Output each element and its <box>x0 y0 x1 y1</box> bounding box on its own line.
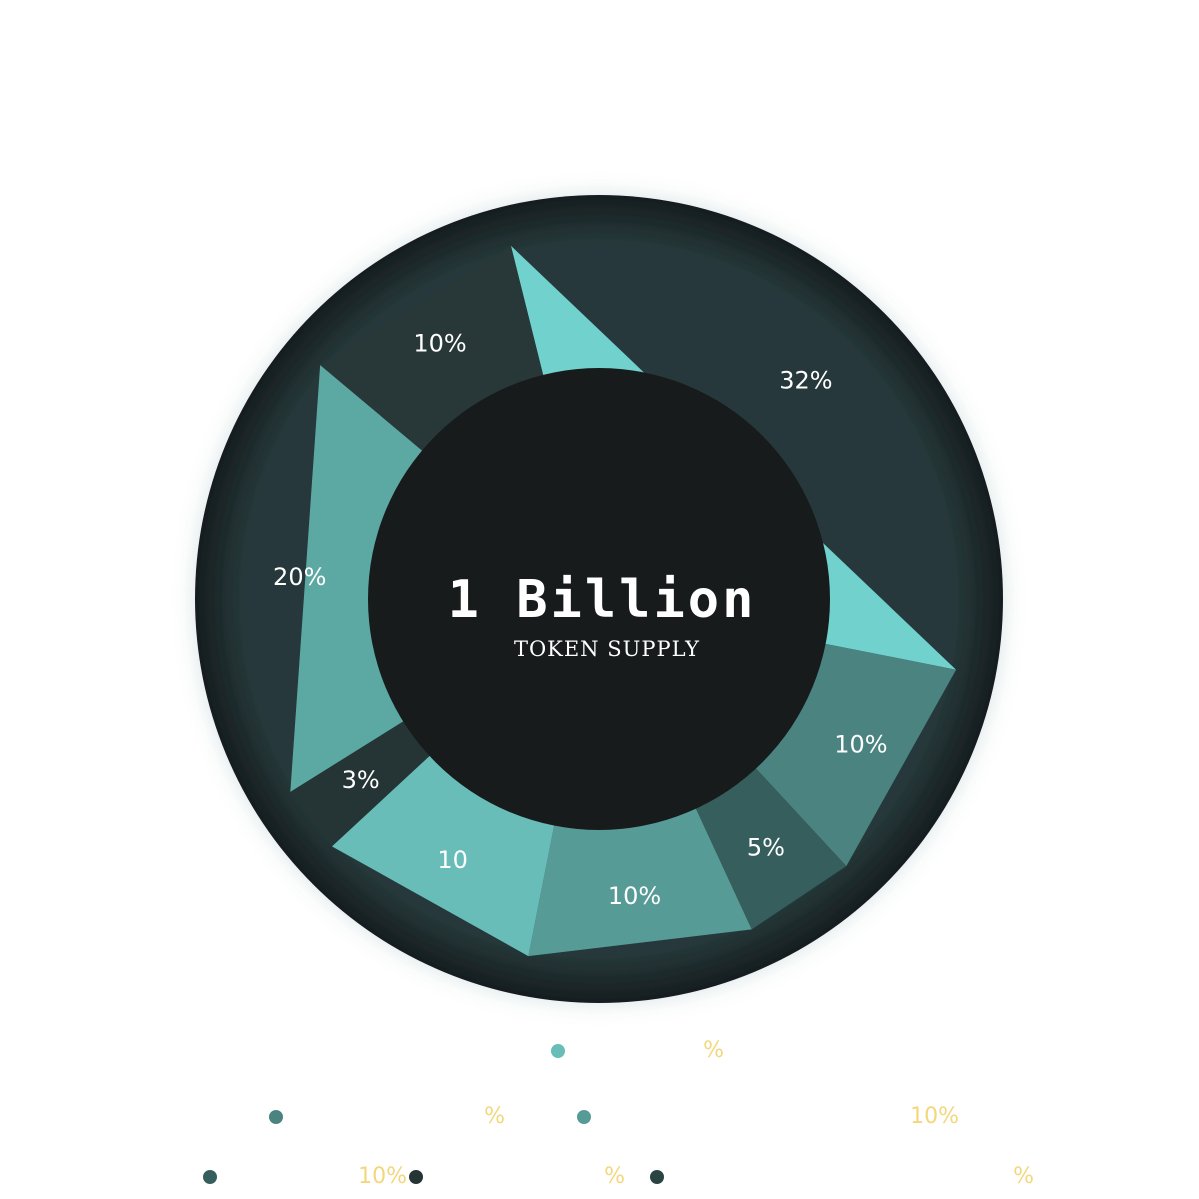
legend-item: % <box>551 1036 724 1066</box>
donut-center <box>368 368 830 830</box>
legend-value: 10% <box>910 1104 959 1129</box>
slice-labels: 32% 10% 5% 10% 10 3% 20% 10% <box>273 330 887 910</box>
legend-item: 10% <box>577 1102 959 1132</box>
donut-slice <box>510 245 957 670</box>
legend-dot <box>577 1110 591 1124</box>
slice-label: 10% <box>608 882 661 910</box>
legend-dot <box>409 1170 423 1184</box>
slice-label: 10% <box>834 730 887 758</box>
legend-value: 10% <box>358 1164 407 1189</box>
slice-label: 10 <box>437 846 468 874</box>
legend-value: % <box>604 1164 625 1189</box>
slice-label: 32% <box>779 367 832 395</box>
legend-dot <box>650 1170 664 1184</box>
center-subtitle: TOKEN SUPPLY <box>514 637 700 661</box>
legend-item: % <box>269 1102 505 1132</box>
legend-value: % <box>1013 1164 1034 1189</box>
legend-item: % <box>650 1162 1034 1192</box>
slice-label: 10% <box>413 330 466 358</box>
donut-slice <box>290 714 440 847</box>
slice-label: 5% <box>747 833 785 861</box>
legend-value: % <box>703 1038 724 1063</box>
legend-item: 10% <box>203 1162 407 1192</box>
legend-value: % <box>484 1104 505 1129</box>
slice-label: 3% <box>342 766 380 794</box>
center-title: 1 Billion <box>448 570 757 630</box>
legend-dot <box>551 1044 565 1058</box>
donut-slice <box>528 796 752 957</box>
slice-label: 20% <box>273 563 326 591</box>
donut-slice <box>690 758 847 930</box>
legend-item: % <box>409 1162 625 1192</box>
legend-dot <box>203 1170 217 1184</box>
legend-dot <box>269 1110 283 1124</box>
